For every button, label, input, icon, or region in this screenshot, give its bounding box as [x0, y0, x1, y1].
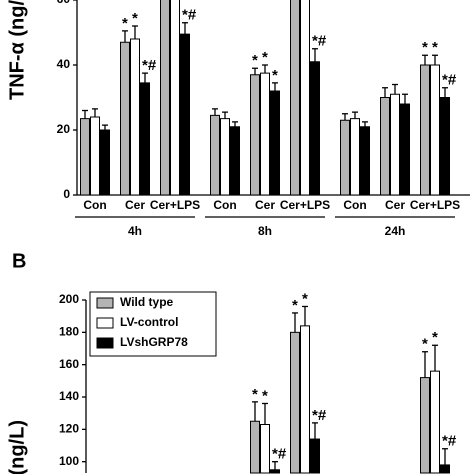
- y-tick-label: 0: [63, 187, 70, 201]
- significance-mark: *#: [182, 7, 197, 24]
- bar: [160, 0, 170, 196]
- significance-mark: *#: [142, 57, 157, 74]
- y-tick-label: 200: [59, 292, 79, 306]
- bar: [260, 72, 270, 196]
- y-tick-label: 140: [59, 389, 79, 403]
- x-tick-label: Cer: [385, 198, 405, 212]
- bar: [250, 420, 260, 474]
- x-tick-label: Cer+LPS: [150, 198, 200, 212]
- x-tick-label: Cer+LPS: [280, 198, 330, 212]
- bar: [390, 93, 400, 196]
- y-tick-label: 20: [57, 122, 71, 136]
- y-tick-label: 40: [57, 57, 71, 71]
- legend-swatch: [96, 297, 114, 309]
- bar: [220, 118, 230, 196]
- x-tick-label: Con: [83, 198, 106, 212]
- bar: [270, 90, 280, 196]
- significance-mark: *#: [312, 407, 327, 424]
- significance-mark: *: [252, 52, 258, 69]
- bar: [360, 126, 370, 196]
- y-axis-label: (ng/L): [6, 420, 28, 474]
- y-tick-label: 100: [59, 454, 79, 468]
- bar: [440, 97, 450, 196]
- significance-mark: *: [262, 49, 268, 66]
- significance-mark: *: [262, 387, 268, 404]
- bar: [380, 97, 390, 196]
- x-tick-label: Cer: [255, 198, 275, 212]
- bar: [440, 464, 450, 474]
- x-tick-label: Con: [213, 198, 236, 212]
- panel-label: B: [12, 250, 26, 272]
- significance-mark: *: [252, 386, 258, 403]
- bar: [420, 377, 430, 474]
- significance-mark: *: [432, 329, 438, 346]
- bar: [300, 0, 310, 196]
- significance-mark: *#: [312, 33, 327, 50]
- bar: [290, 331, 300, 474]
- bar: [170, 0, 180, 196]
- significance-mark: *#: [442, 72, 457, 89]
- y-tick-label: 60: [57, 0, 71, 6]
- group-label: 4h: [128, 224, 142, 238]
- bar: [420, 64, 430, 196]
- bar: [290, 0, 300, 196]
- significance-mark: *: [422, 336, 428, 353]
- bar: [80, 118, 90, 196]
- bar: [400, 103, 410, 196]
- legend-label: LVshGRP78: [120, 335, 188, 349]
- significance-mark: *#: [272, 446, 287, 463]
- y-tick-label: 120: [59, 422, 79, 436]
- bar: [310, 61, 320, 196]
- significance-mark: *: [132, 10, 138, 27]
- y-tick-label: 180: [59, 325, 79, 339]
- significance-mark: *: [432, 39, 438, 56]
- bar: [340, 119, 350, 196]
- significance-mark: *: [122, 15, 128, 32]
- legend-swatch: [96, 317, 114, 329]
- bar: [120, 41, 130, 196]
- x-tick-label: Con: [343, 198, 366, 212]
- bar: [310, 438, 320, 474]
- bar: [260, 423, 270, 474]
- bar: [180, 33, 190, 196]
- significance-mark: *: [422, 39, 428, 56]
- bar: [140, 82, 150, 196]
- bar: [90, 116, 100, 196]
- y-axis-label: TNF-α (ng/L): [6, 0, 28, 100]
- bar: [300, 325, 310, 474]
- significance-mark: *: [272, 67, 278, 84]
- bar: [430, 64, 440, 196]
- bar: [430, 370, 440, 474]
- group-label: 8h: [258, 224, 272, 238]
- bar: [250, 74, 260, 196]
- significance-mark: *: [302, 290, 308, 307]
- significance-mark: *: [292, 297, 298, 314]
- bar: [230, 126, 240, 196]
- y-tick-label: 160: [59, 357, 79, 371]
- bar: [350, 118, 360, 196]
- significance-mark: *#: [442, 433, 457, 450]
- legend-swatch: [96, 337, 114, 349]
- x-tick-label: Cer: [125, 198, 145, 212]
- bar: [270, 469, 280, 474]
- bar: [130, 38, 140, 196]
- legend-label: Wild type: [120, 295, 174, 309]
- bar: [100, 129, 110, 196]
- bar: [210, 114, 220, 196]
- group-label: 24h: [385, 224, 406, 238]
- x-tick-label: Cer+LPS: [410, 198, 460, 212]
- legend-label: LV-control: [120, 315, 178, 329]
